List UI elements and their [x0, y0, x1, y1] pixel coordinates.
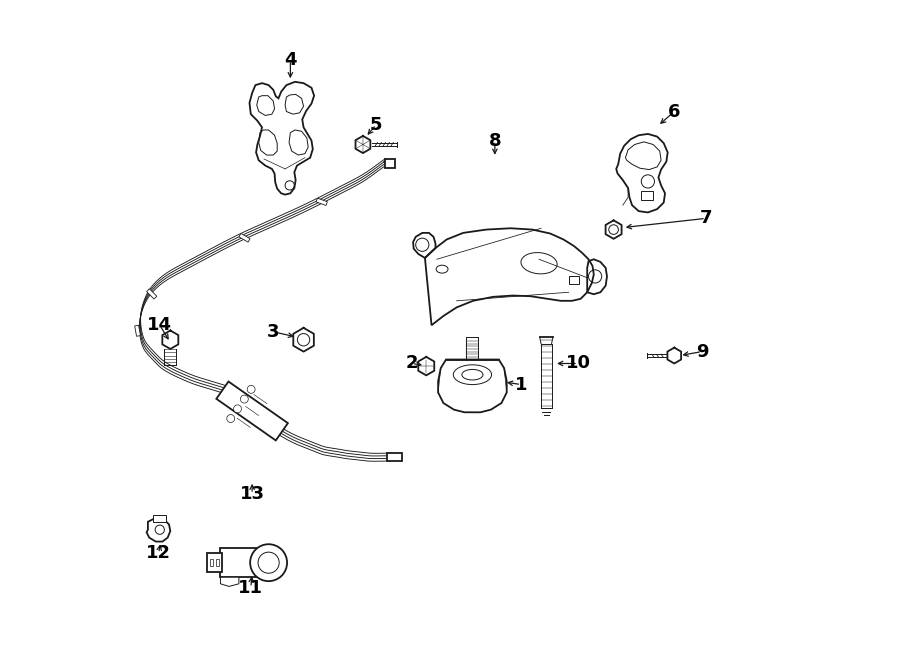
Text: 10: 10: [565, 354, 590, 373]
Bar: [316, 198, 328, 206]
Bar: [220, 548, 260, 577]
Bar: [207, 553, 221, 572]
Text: 13: 13: [239, 485, 265, 503]
Circle shape: [297, 334, 310, 346]
Bar: [238, 233, 250, 242]
Polygon shape: [606, 220, 622, 239]
Text: 1: 1: [515, 375, 527, 393]
Polygon shape: [220, 577, 238, 586]
Polygon shape: [162, 330, 178, 349]
Bar: [135, 325, 140, 336]
Text: 9: 9: [696, 342, 708, 361]
Text: 2: 2: [406, 354, 418, 373]
Circle shape: [234, 405, 241, 412]
Polygon shape: [293, 328, 314, 352]
Bar: [387, 453, 401, 461]
Text: 3: 3: [267, 323, 280, 341]
Bar: [153, 515, 166, 522]
Polygon shape: [356, 136, 371, 153]
Circle shape: [250, 544, 287, 581]
Text: 14: 14: [148, 316, 172, 334]
Bar: [216, 381, 288, 440]
Circle shape: [608, 225, 618, 235]
Text: 5: 5: [370, 116, 382, 134]
Circle shape: [248, 385, 255, 393]
Text: 11: 11: [238, 579, 264, 597]
Bar: [147, 289, 157, 299]
Bar: [210, 559, 212, 566]
Polygon shape: [147, 518, 170, 541]
Circle shape: [227, 414, 235, 422]
Text: 12: 12: [146, 545, 171, 563]
Polygon shape: [668, 348, 681, 364]
Text: 8: 8: [489, 132, 501, 149]
Polygon shape: [418, 357, 435, 375]
Bar: [217, 559, 219, 566]
Text: 7: 7: [699, 210, 712, 227]
Text: 4: 4: [284, 51, 297, 69]
Bar: [385, 159, 394, 169]
Text: 6: 6: [668, 102, 680, 120]
Circle shape: [240, 395, 248, 403]
